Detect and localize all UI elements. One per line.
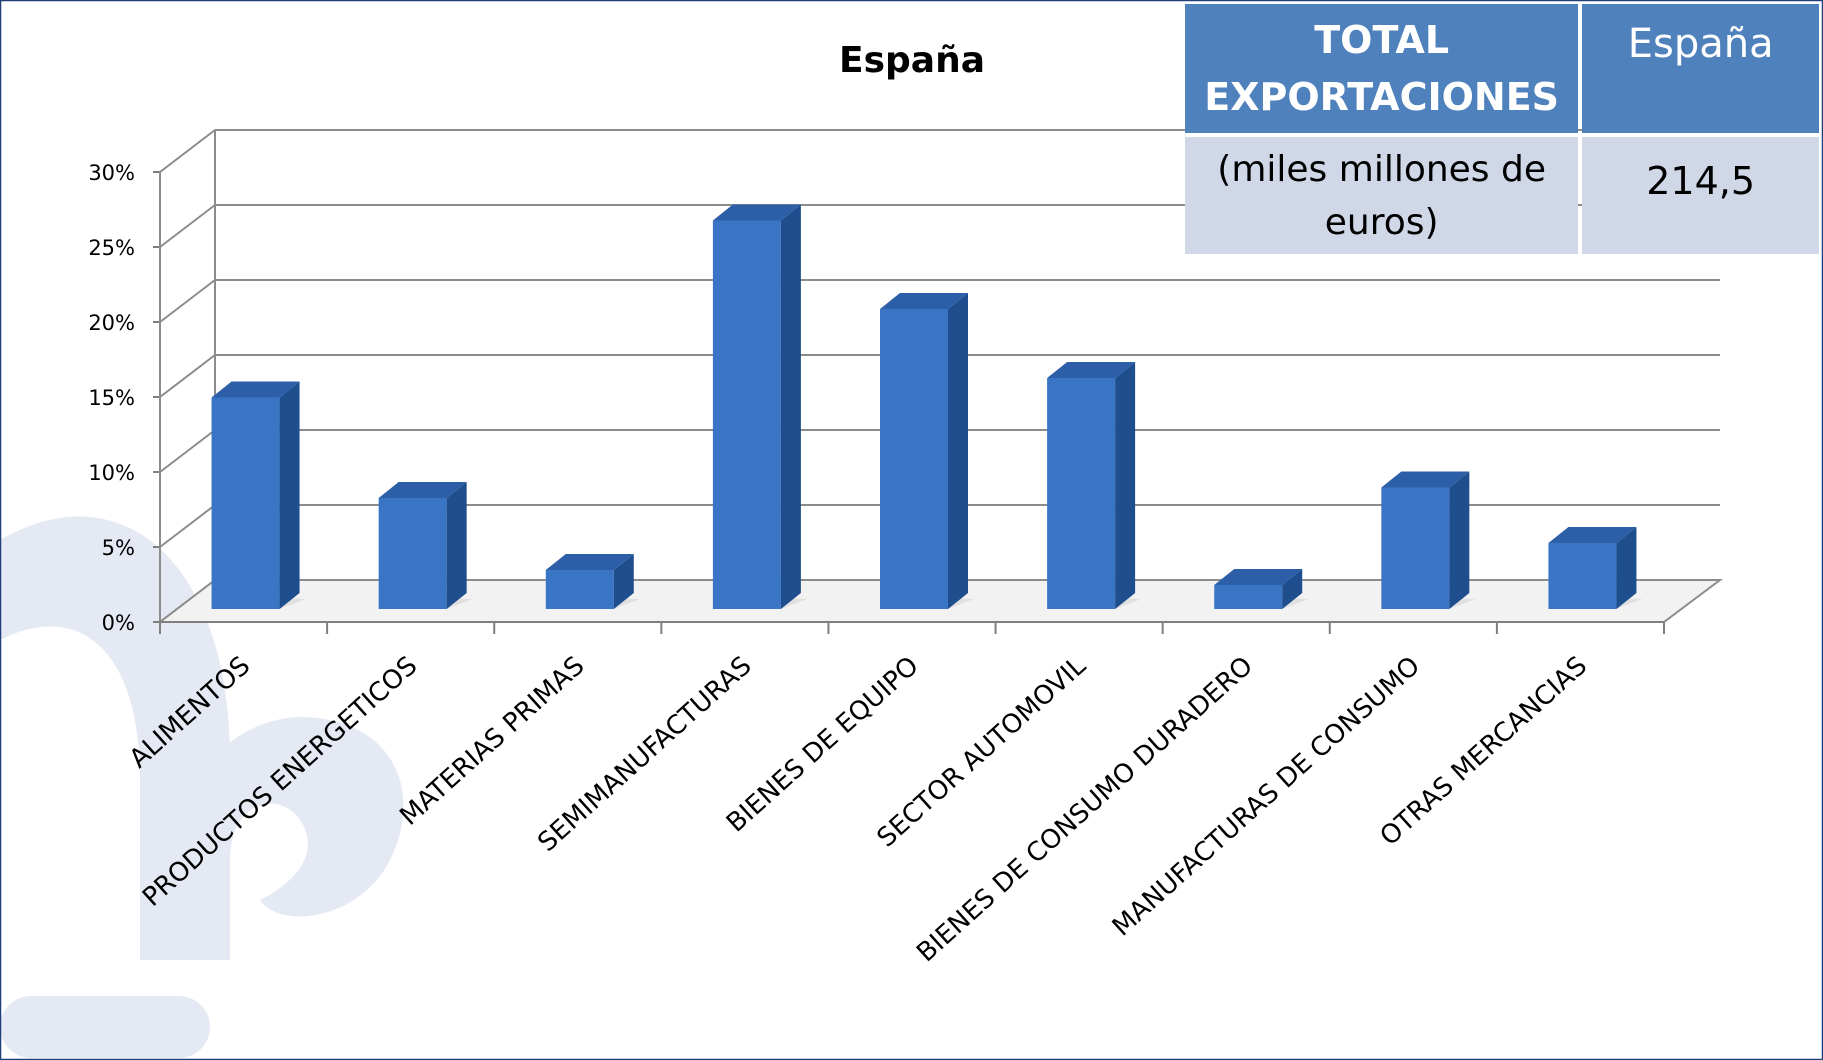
table-header-label: TOTAL EXPORTACIONES: [1185, 4, 1579, 133]
bar-materias-primas: [545, 554, 640, 609]
chart-title: España: [839, 40, 985, 81]
bar-manufacturas-de-consumo: [1381, 471, 1476, 609]
y-tick-label: 15%: [88, 386, 135, 410]
x-tick-label: BIENES DE CONSUMO DURADERO: [911, 651, 1259, 968]
y-tick-label: 30%: [88, 161, 135, 185]
table-header-country: España: [1582, 4, 1819, 133]
bar-alimentos: [211, 381, 306, 609]
bar-sector-automovil: [1047, 362, 1142, 609]
y-tick-label: 0%: [102, 611, 135, 635]
summary-table: TOTAL EXPORTACIONES España (miles millon…: [1181, 0, 1823, 258]
watermark-logo: [0, 516, 404, 1058]
x-tick-label: PRODUCTOS ENERGETICOS: [137, 651, 423, 913]
y-tick-label: 10%: [88, 461, 135, 485]
bar-productos-energeticos: [378, 482, 473, 609]
table-total-value: 214,5: [1582, 137, 1819, 254]
y-tick-label: 25%: [88, 236, 135, 260]
y-tick-label: 5%: [102, 536, 135, 560]
x-tick-label: MATERIAS PRIMAS: [394, 651, 590, 832]
table-unit-label: (miles millones de euros): [1185, 137, 1579, 254]
x-tick-label: MANUFACTURAS DE CONSUMO: [1107, 651, 1426, 943]
bar-bienes-de-consumo-duradero: [1214, 569, 1309, 609]
bars: [211, 204, 1643, 609]
bar-semimanufacturas: [712, 204, 807, 609]
x-tick-label: ALIMENTOS: [124, 651, 256, 774]
bar-bienes-de-equipo: [880, 293, 974, 609]
bar-otras-mercancias: [1548, 527, 1643, 609]
y-tick-label: 20%: [88, 311, 135, 335]
